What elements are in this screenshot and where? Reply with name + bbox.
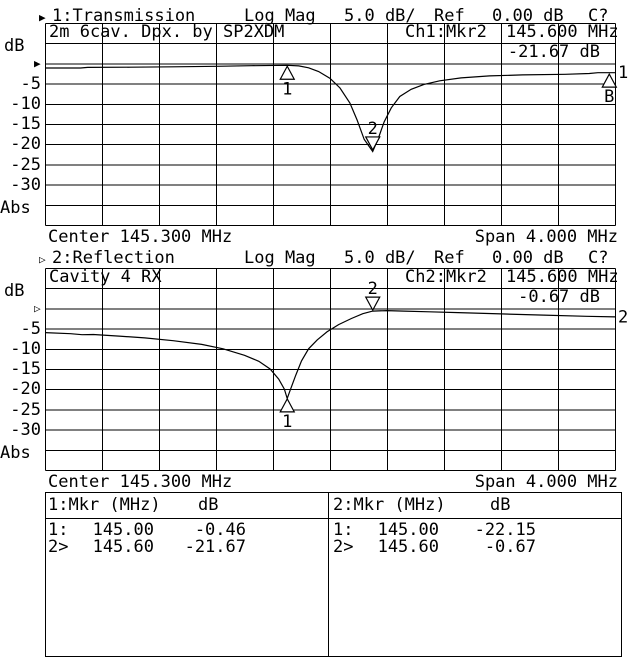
chart2-ytick: -5 — [20, 319, 41, 339]
svg-text:1: 1 — [282, 79, 292, 99]
svg-text:1: 1 — [282, 412, 292, 432]
chart2-ytick: -25 — [10, 400, 41, 420]
svg-text:1: 1 — [618, 63, 628, 83]
chart2-abs-label: Abs — [0, 443, 31, 463]
chart2-ref-pointer-icon: ▷ — [34, 302, 41, 315]
reflection-chart: 1 2 2 — [44, 268, 628, 471]
pane1-row2-marker: 2> — [48, 537, 69, 557]
pane1-row2-db: -21.67 — [184, 537, 246, 557]
pane1-header-db: dB — [198, 495, 219, 515]
pane2-row2-db: -0.67 — [484, 537, 536, 557]
marker-table-divider — [328, 493, 329, 656]
chart1-ytick: -5 — [20, 74, 41, 94]
pane2-header-db: dB — [490, 495, 511, 515]
pane1-row1-marker: 1: — [48, 520, 69, 540]
pane2-row1-db: -22.15 — [474, 520, 536, 540]
chart1-ref-pointer-icon: ▶ — [34, 57, 41, 70]
channel1-ref-value: 0.00 dB — [492, 6, 564, 26]
svg-text:2: 2 — [368, 279, 378, 299]
channel2-cal-status: C? — [588, 248, 609, 268]
marker-table: 1:Mkr (MHz) dB 1: 145.00 -0.46 2> 145.60… — [45, 492, 622, 657]
chart1-title: 2m 6cav. Dpx. by SP2XDM — [49, 22, 285, 42]
chart2-marker-readout-channel: Ch2:Mkr2 — [405, 267, 487, 287]
channel1-active-arrow-icon: ▶ — [39, 11, 46, 24]
svg-text:2: 2 — [618, 307, 628, 327]
pane1-row2-freq: 145.60 — [92, 537, 154, 557]
chart1-span-freq: Span 4.000 MHz — [474, 227, 618, 247]
chart1-ytick: -25 — [10, 155, 41, 175]
channel1-cal-status: C? — [588, 6, 609, 26]
chart1-y-unit-label: dB — [4, 36, 25, 56]
chart1-ytick: -30 — [10, 175, 41, 195]
chart2-y-unit-label: dB — [4, 281, 25, 301]
chart2-marker-readout-freq: 145.600 MHz — [506, 267, 619, 287]
chart1-marker-readout-channel: Ch1:Mkr2 — [405, 22, 487, 42]
chart2-title: Cavity 4 RX — [49, 267, 162, 287]
chart1-abs-label: Abs — [0, 198, 31, 218]
pane2-row1-freq: 145.00 — [377, 520, 439, 540]
pane1-header-mkr: 1:Mkr (MHz) — [48, 495, 161, 515]
svg-text:B: B — [604, 87, 614, 107]
chart1-marker-readout-value: -21.67 dB — [507, 42, 600, 62]
chart2-span-freq: Span 4.000 MHz — [474, 472, 618, 492]
pane2-header-mkr: 2:Mkr (MHz) — [333, 495, 446, 515]
svg-text:2: 2 — [368, 119, 378, 139]
pane2-row2-freq: 145.60 — [377, 537, 439, 557]
chart1-marker-readout-freq: 145.600 MHz — [506, 22, 619, 42]
channel1-ref-label: Ref — [434, 6, 465, 26]
channel1-format: Log Mag — [244, 6, 316, 26]
channel1-scale: 5.0 dB/ — [344, 6, 416, 26]
pane2-row2-marker: 2> — [333, 537, 354, 557]
channel2-ref-label: Ref — [434, 248, 465, 268]
chart2-ytick: -10 — [10, 339, 41, 359]
chart1-ytick: -10 — [10, 94, 41, 114]
chart1-ytick: -20 — [10, 134, 41, 154]
channel2-format: Log Mag — [244, 248, 316, 268]
chart2-marker-readout-value: -0.67 dB — [518, 287, 600, 307]
chart1-ytick: -15 — [10, 114, 41, 134]
channel2-scale: 5.0 dB/ — [344, 248, 416, 268]
chart2-ytick: -20 — [10, 379, 41, 399]
chart2-ytick: -30 — [10, 420, 41, 440]
chart2-center-freq: Center 145.300 MHz — [48, 472, 233, 492]
pane1-row1-freq: 145.00 — [92, 520, 154, 540]
channel1-trace-label: 1:Transmission — [52, 6, 196, 26]
pane1-row1-db: -0.46 — [194, 520, 246, 540]
channel2-active-arrow-icon: ▷ — [39, 253, 46, 266]
channel2-ref-value: 0.00 dB — [492, 248, 564, 268]
marker-table-header-rule — [46, 518, 621, 519]
pane2-row1-marker: 1: — [333, 520, 354, 540]
channel2-trace-label: 2:Reflection — [52, 248, 175, 268]
chart1-center-freq: Center 145.300 MHz — [48, 227, 233, 247]
chart2-ytick: -15 — [10, 359, 41, 379]
